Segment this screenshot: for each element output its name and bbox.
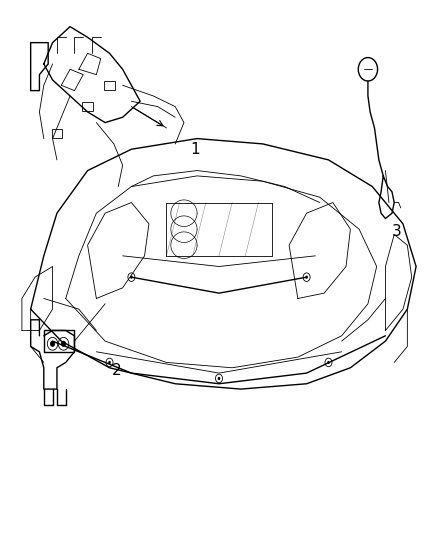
Circle shape — [218, 377, 220, 380]
Circle shape — [305, 276, 308, 279]
Circle shape — [108, 361, 111, 364]
Text: 1: 1 — [191, 142, 200, 157]
Bar — [104, 81, 115, 90]
Text: 2: 2 — [112, 363, 121, 378]
Bar — [52, 129, 62, 138]
Text: 3: 3 — [392, 224, 402, 239]
Circle shape — [327, 361, 330, 364]
Circle shape — [61, 341, 66, 346]
Circle shape — [50, 341, 55, 346]
Circle shape — [130, 276, 133, 279]
Bar — [82, 102, 93, 111]
